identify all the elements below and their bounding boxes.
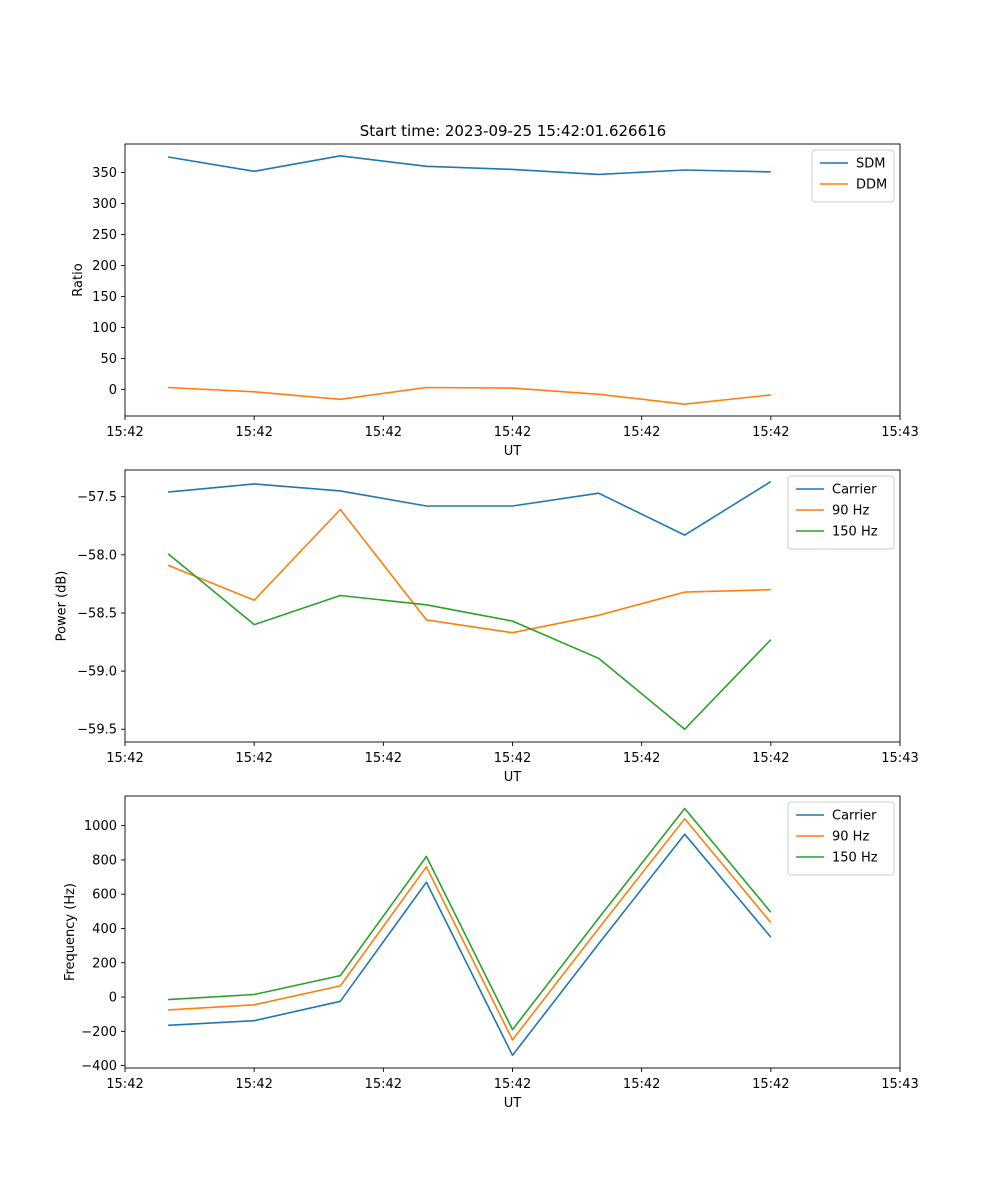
x-axis-label: UT [504, 444, 522, 459]
y-tick-label: −59.0 [77, 665, 117, 680]
subplot-3: 15:42 15:42 15:42 15:42 15:42 15:42 15:43 UT −40… [63, 795, 919, 1111]
x-tick-label: 15:42 [494, 425, 531, 440]
legend: SDM DDM [811, 149, 895, 203]
y-tick-label: 350 [92, 166, 117, 181]
y-tick-label: 1000 [84, 819, 117, 834]
y-tick-label: −59.5 [77, 723, 117, 738]
x-tick-label: 15:42 [752, 751, 789, 766]
x-tick-label: 15:42 [623, 425, 660, 440]
x-tick-label: 15:42 [235, 751, 272, 766]
y-axis-label: Frequency (Hz) [63, 883, 78, 981]
y-tick-label: −57.5 [77, 490, 117, 505]
x-tick-label: 15:42 [235, 1077, 272, 1092]
y-tick-label: 600 [92, 888, 117, 903]
x-tick-label: 15:43 [881, 425, 918, 440]
x-tick-label: 15:42 [623, 1077, 660, 1092]
series-line-ddm [168, 386, 771, 406]
x-tick-label: 15:42 [623, 751, 660, 766]
y-tick-label: 800 [92, 853, 117, 868]
x-tick-label: 15:43 [881, 751, 918, 766]
x-tick-label: 15:42 [494, 751, 531, 766]
axes-frame [124, 469, 901, 743]
x-tick-label: 15:42 [752, 425, 789, 440]
y-tick-label: 300 [92, 197, 117, 212]
y-tick-label: −58.5 [77, 606, 117, 621]
x-tick-label: 15:42 [494, 1077, 531, 1092]
legend-label: 90 Hz [832, 504, 869, 519]
y-axis-label: Ratio [71, 263, 86, 296]
legend: Carrier 90 Hz 150 Hz [787, 801, 895, 876]
y-tick-label: 50 [100, 352, 117, 367]
legend-label: Carrier [832, 809, 877, 824]
x-tick-label: 15:42 [235, 425, 272, 440]
y-tick-label: 0 [109, 383, 117, 398]
x-tick-label: 15:42 [365, 1077, 402, 1092]
y-tick-label: 400 [92, 922, 117, 937]
x-axis-label: UT [504, 770, 522, 785]
figure-title: Start time: 2023-09-25 15:42:01.626616 [360, 122, 666, 140]
series-line-carrier [168, 480, 772, 536]
series-line-90-hz [168, 817, 772, 1041]
y-tick-label: 150 [92, 290, 117, 305]
series-line-150-hz [167, 553, 772, 731]
series-line-carrier [168, 833, 772, 1057]
y-tick-label: −400 [81, 1059, 117, 1074]
y-tick-label: 0 [109, 991, 117, 1006]
legend-label: SDM [856, 157, 885, 172]
axes-frame [124, 795, 901, 1069]
legend-label: 150 Hz [832, 851, 878, 866]
series-line-150-hz [168, 807, 772, 1031]
legend-label: 150 Hz [832, 525, 878, 540]
y-axis-label: Power (dB) [55, 571, 70, 642]
y-tick-label: 250 [92, 228, 117, 243]
legend-label: Carrier [832, 483, 877, 498]
legend-label: 90 Hz [832, 830, 869, 845]
plots-container: 15:42 15:42 15:42 15:42 15:42 15:42 15:43 UT 0 50… [55, 143, 919, 1111]
subplot-1: 15:42 15:42 15:42 15:42 15:42 15:42 15:43 UT 0 50… [71, 143, 919, 459]
y-tick-label: 100 [92, 321, 117, 336]
series-line-90-hz [167, 508, 771, 634]
x-tick-label: 15:42 [365, 751, 402, 766]
y-tick-label: 200 [92, 956, 117, 971]
x-tick-label: 15:42 [106, 1077, 143, 1092]
x-tick-label: 15:42 [106, 751, 143, 766]
subplot-2: 15:42 15:42 15:42 15:42 15:42 15:42 15:43 UT −59… [55, 469, 919, 785]
x-tick-label: 15:42 [752, 1077, 789, 1092]
axes-frame [124, 143, 901, 417]
y-tick-label: −58.0 [77, 548, 117, 563]
legend-label: DDM [856, 178, 887, 193]
x-axis-label: UT [504, 1096, 522, 1111]
x-tick-label: 15:43 [881, 1077, 918, 1092]
series-line-sdm [167, 155, 771, 176]
y-tick-label: −200 [81, 1025, 117, 1040]
x-tick-label: 15:42 [106, 425, 143, 440]
x-tick-label: 15:42 [365, 425, 402, 440]
y-tick-label: 200 [92, 259, 117, 274]
legend: Carrier 90 Hz 150 Hz [787, 475, 895, 550]
